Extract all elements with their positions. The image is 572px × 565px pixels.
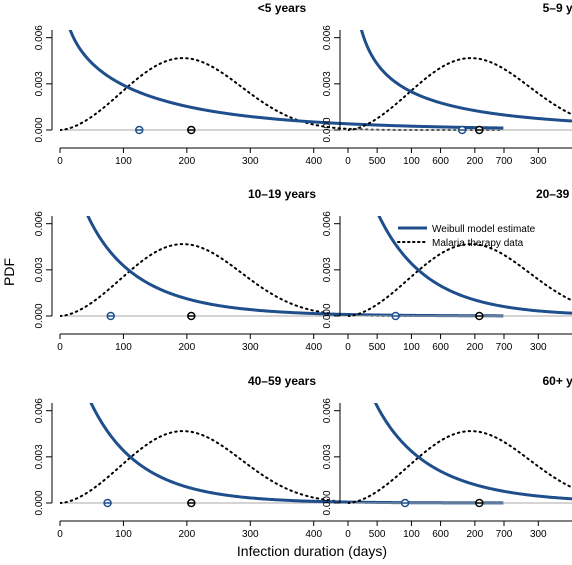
x-tick-label: 700	[496, 342, 513, 353]
x-tick-label: 200	[467, 342, 484, 353]
malaria-therapy-curve	[348, 243, 572, 317]
y-tick-label: 0.006	[322, 25, 333, 50]
x-tick-label: 400	[305, 342, 322, 353]
x-tick-label: 100	[403, 156, 420, 167]
legend: Weibull model estimate Malaria therapy d…	[397, 224, 536, 249]
x-tick-label: 600	[432, 529, 449, 540]
x-tick-label: 200	[467, 156, 484, 167]
y-axis-label: PDF	[1, 258, 17, 286]
x-tick-label: 100	[115, 342, 132, 353]
y-tick-label: 0.006	[34, 211, 45, 236]
x-tick-label: 300	[242, 342, 259, 353]
x-tick-label: 700	[496, 156, 513, 167]
y-tick-label: 0.003	[34, 71, 45, 96]
panel-title: <5 years	[258, 1, 307, 15]
x-tick-label: 200	[179, 342, 196, 353]
weibull-model-curve	[68, 30, 504, 130]
x-tick-label: 400	[305, 156, 322, 167]
x-tick-label: 500	[369, 529, 386, 540]
x-tick-label: 100	[403, 342, 420, 353]
y-tick-label: 0.003	[322, 444, 333, 469]
y-tick-label: 0.006	[34, 398, 45, 423]
x-tick-label: 600	[432, 342, 449, 353]
malaria-therapy-curve	[60, 430, 504, 504]
y-tick-label: 0.006	[322, 211, 333, 236]
weibull-model-curve	[86, 216, 504, 318]
panel-5: 60+ years0.0000.0030.0060100200300400500…	[322, 374, 572, 540]
y-tick-label: 0.003	[322, 257, 333, 282]
x-tick-label: 600	[432, 156, 449, 167]
x-tick-label: 0	[57, 342, 63, 353]
malaria-therapy-curve	[60, 243, 504, 317]
y-tick-label: 0.000	[322, 117, 333, 142]
y-tick-label: 0.006	[322, 398, 333, 423]
x-tick-label: 0	[345, 342, 351, 353]
y-tick-label: 0.003	[322, 71, 333, 96]
x-tick-label: 300	[530, 342, 547, 353]
malaria-therapy-curve	[60, 57, 504, 131]
weibull-model-curve	[89, 403, 504, 505]
x-tick-label: 300	[242, 529, 259, 540]
y-tick-label: 0.000	[34, 303, 45, 328]
panel-title: 40–59 years	[248, 374, 316, 388]
panel-2: 10–19 years 0.000 0.003 0.006 0 100 200 300 400 5…	[34, 187, 513, 353]
panel-0: <5 years 0.000 0.003 0.006 0 100 200 300 400 500 6…	[34, 1, 513, 167]
weibull-model-curve	[359, 30, 572, 123]
malaria-therapy-curve	[348, 57, 572, 131]
y-tick-label: 0.003	[34, 444, 45, 469]
x-tick-label: 0	[57, 156, 63, 167]
y-tick-label: 0.006	[34, 25, 45, 50]
y-tick-label: 0.000	[34, 490, 45, 515]
x-tick-label: 300	[530, 529, 547, 540]
x-tick-label: 200	[179, 156, 196, 167]
weibull-model-curve	[377, 216, 572, 315]
x-tick-label: 200	[179, 529, 196, 540]
panel-title: 5–9 years	[543, 1, 572, 15]
panel-1: 5–9 years0.0000.0030.0060100200300400500…	[322, 1, 572, 167]
y-tick-label: 0.000	[322, 490, 333, 515]
x-tick-label: 0	[345, 529, 351, 540]
x-tick-label: 300	[242, 156, 259, 167]
panels-group: <5 years 0.000 0.003 0.006 0 100 200 300 400 500 6…	[34, 1, 572, 540]
panel-title: 20–39 years	[536, 187, 572, 201]
panel-title: 10–19 years	[248, 187, 316, 201]
x-tick-label: 500	[369, 342, 386, 353]
x-tick-label: 0	[345, 156, 351, 167]
legend-malaria-label: Malaria therapy data	[432, 238, 524, 249]
panel-3: 20–39 years0.0000.0030.00601002003004005…	[322, 187, 572, 353]
x-tick-label: 100	[115, 156, 132, 167]
x-tick-label: 500	[369, 156, 386, 167]
panel-title: 60+ years	[542, 374, 572, 388]
x-tick-label: 700	[496, 529, 513, 540]
y-tick-label: 0.000	[322, 303, 333, 328]
x-tick-label: 100	[115, 529, 132, 540]
weibull-model-curve	[373, 403, 572, 501]
x-tick-label: 0	[57, 529, 63, 540]
y-tick-label: 0.003	[34, 257, 45, 282]
x-tick-label: 300	[530, 156, 547, 167]
x-tick-label: 200	[467, 529, 484, 540]
x-tick-label: 400	[305, 529, 322, 540]
y-tick-label: 0.000	[34, 117, 45, 142]
legend-weibull-label: Weibull model estimate	[432, 224, 536, 235]
x-axis-label: Infection duration (days)	[237, 543, 387, 559]
panel-4: 40–59 years 0.000 0.003 0.006 0 100 200 300 400 5…	[34, 374, 513, 540]
x-tick-label: 100	[403, 529, 420, 540]
malaria-therapy-curve	[348, 430, 572, 504]
